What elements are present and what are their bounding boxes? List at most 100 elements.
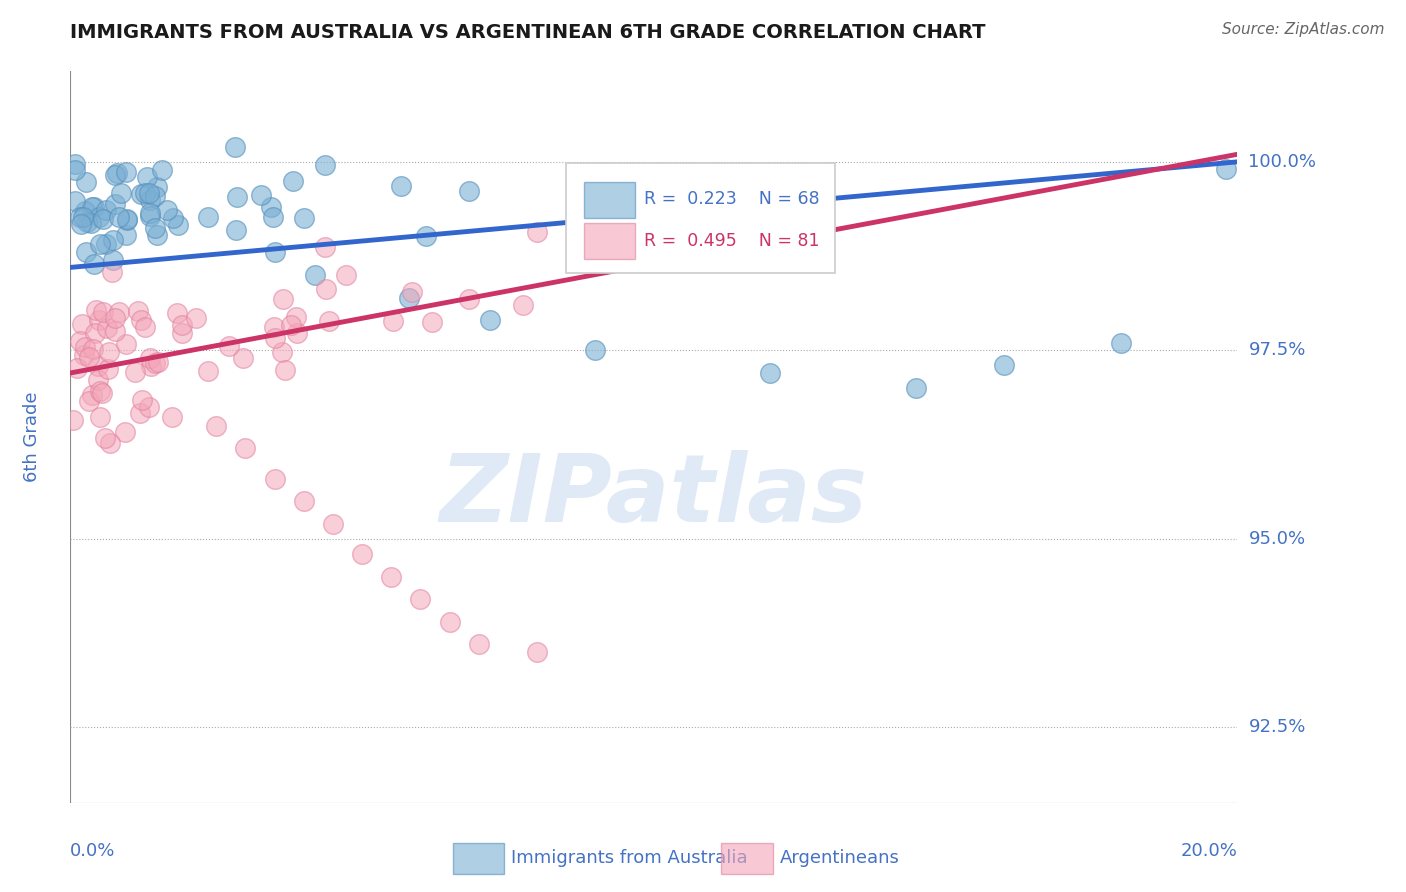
Text: IMMIGRANTS FROM AUSTRALIA VS ARGENTINEAN 6TH GRADE CORRELATION CHART: IMMIGRANTS FROM AUSTRALIA VS ARGENTINEAN… [70,23,986,42]
Point [197,364,219,378]
Point [65,157,87,171]
Point [139,209,162,223]
Point [274,362,297,376]
Point [76,215,98,229]
Point [69,217,91,231]
Point [263,211,285,225]
Point [1215,162,1237,177]
Point [380,569,402,583]
Point [96,321,118,335]
Point [136,169,159,184]
Point [134,186,156,201]
Text: 6th Grade: 6th Grade [22,392,41,483]
Point [905,381,928,395]
Point [82,200,104,214]
Point [94,432,117,446]
Point [143,356,166,370]
Text: 95.0%: 95.0% [1249,530,1306,548]
Point [87,359,110,373]
Point [526,645,548,659]
Point [166,218,188,232]
Point [264,330,287,344]
Point [225,222,247,236]
Point [314,240,336,254]
Point [97,345,120,359]
Point [263,471,285,485]
Point [184,311,207,326]
Point [84,303,107,318]
Point [172,326,194,340]
Point [318,314,340,328]
Point [96,202,118,217]
Text: 0.0%: 0.0% [70,842,115,860]
Point [389,179,412,194]
Point [160,409,183,424]
Point [281,174,304,188]
Point [304,268,326,282]
Point [150,162,173,177]
Point [292,494,315,508]
Point [77,350,100,364]
Point [224,140,246,154]
Point [263,320,285,334]
Point [439,615,461,629]
Point [565,219,588,234]
Text: 97.5%: 97.5% [1249,342,1306,359]
Point [129,186,152,201]
Point [80,216,103,230]
Point [104,311,127,326]
Point [156,203,179,218]
Text: ZIPatlas: ZIPatlas [440,450,868,541]
Point [62,413,84,427]
Point [89,313,111,327]
Point [166,305,188,319]
Point [526,226,548,240]
Point [77,394,100,409]
Point [284,310,307,325]
Point [235,442,257,456]
Point [271,292,294,306]
Point [110,186,132,200]
Point [115,212,138,227]
Point [75,340,97,354]
Point [263,245,285,260]
Point [138,400,160,414]
Point [127,304,149,318]
Point [91,305,114,319]
Point [585,247,607,261]
Point [1109,335,1132,350]
Point [314,158,336,172]
Point [63,194,86,209]
Point [94,237,117,252]
Point [315,282,337,296]
Point [232,351,254,365]
Point [458,185,481,199]
Point [129,313,152,327]
Point [285,326,308,340]
Point [73,348,96,362]
Point [225,190,247,204]
Text: 100.0%: 100.0% [1249,153,1316,171]
Point [292,211,315,226]
Point [139,193,162,207]
Text: R =  0.223    N = 68: R = 0.223 N = 68 [644,190,820,209]
Text: Argentineans: Argentineans [780,849,900,867]
Point [415,228,437,243]
Point [73,204,96,219]
Point [146,355,169,369]
Point [75,175,97,189]
Text: 92.5%: 92.5% [1249,718,1306,737]
Point [468,637,491,651]
Point [84,326,107,341]
Point [83,257,105,271]
Point [260,200,283,214]
Point [104,168,127,182]
Point [479,313,502,327]
Point [101,252,124,267]
Point [139,206,162,220]
Point [759,366,782,380]
Point [115,212,138,227]
Point [115,165,138,179]
Point [128,406,150,420]
Point [139,359,162,373]
